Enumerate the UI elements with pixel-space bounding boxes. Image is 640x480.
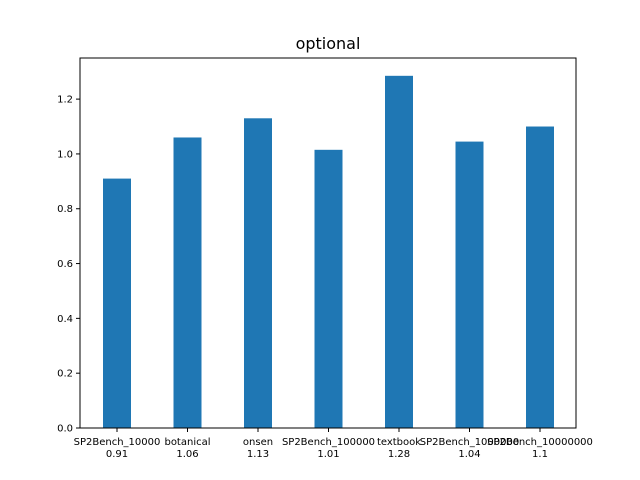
x-tick-label-3: SP2Bench_100000 (282, 437, 375, 448)
plot-frame (79, 57, 577, 429)
y-tick-label-5: 1.0 (57, 149, 73, 160)
y-tick-label-0: 0.0 (57, 424, 73, 435)
y-tick-label-3: 0.6 (57, 259, 73, 270)
bar-3 (314, 149, 343, 428)
x-tick-label-0: SP2Bench_10000 (74, 437, 161, 448)
bar-5 (455, 141, 484, 428)
y-tick-label-6: 1.2 (57, 95, 73, 106)
bar-1 (173, 137, 202, 428)
bar-2 (244, 118, 272, 428)
x-tick-label-6: SP2Bench_10000000 (487, 437, 593, 448)
y-tick-label-4: 0.8 (57, 204, 73, 215)
x-value-label-0: 0.91 (106, 449, 128, 460)
x-value-label-2: 1.13 (247, 449, 269, 460)
bar-0 (103, 178, 131, 428)
bar-6 (526, 126, 554, 428)
y-tick-label-1: 0.2 (57, 369, 73, 380)
x-value-label-1: 1.06 (176, 449, 198, 460)
y-tick-label-2: 0.4 (57, 314, 73, 325)
x-tick-label-4: textbook (377, 437, 421, 448)
x-value-label-4: 1.28 (388, 449, 410, 460)
x-tick-label-1: botanical (164, 437, 210, 448)
y-axis: 0.0 0.2 0.4 0.6 0.8 1.0 1.2 (57, 95, 80, 435)
x-value-label-3: 1.01 (317, 449, 339, 460)
chart-title: optional (296, 34, 361, 53)
x-value-label-5: 1.04 (458, 449, 480, 460)
x-value-label-6: 1.1 (532, 449, 548, 460)
x-tick-label-2: onsen (243, 437, 273, 448)
bar-4 (385, 75, 413, 428)
bars-group (103, 75, 554, 428)
x-tick-label-5: SP2Bench_1000000 (420, 437, 519, 448)
